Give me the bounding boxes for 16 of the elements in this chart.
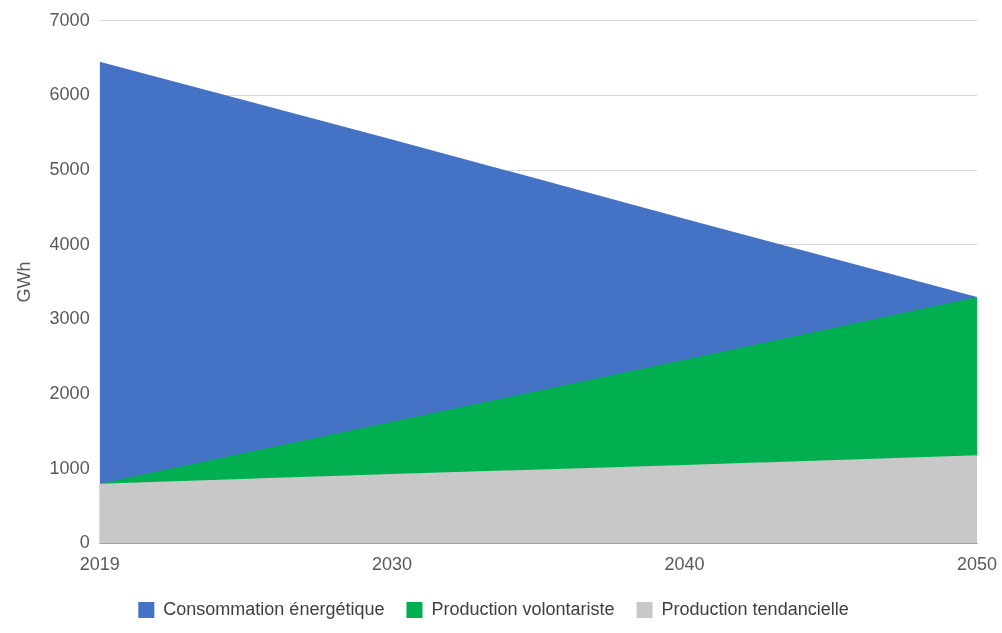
x-tick-label: 2040 (664, 554, 705, 575)
y-tick-label: 2000 (49, 383, 90, 404)
x-tick-label: 2030 (372, 554, 413, 575)
y-tick-label: 1000 (49, 457, 90, 478)
y-tick-label: 5000 (49, 159, 90, 180)
legend-label: Production tendancielle (661, 598, 849, 619)
x-tick-label: 2050 (956, 554, 998, 575)
y-tick-label: 4000 (49, 233, 90, 254)
y-tick-label: 7000 (49, 9, 90, 30)
y-tick-label: 3000 (49, 308, 90, 329)
y-tick-label: 6000 (49, 84, 90, 105)
legend-label: Production volontariste (431, 598, 615, 619)
x-tick-label: 2019 (79, 554, 120, 575)
y-axis-title: GWh (13, 261, 34, 303)
y-tick-label: 0 (79, 532, 90, 553)
legend-label: Consommation énergétique (163, 598, 385, 619)
